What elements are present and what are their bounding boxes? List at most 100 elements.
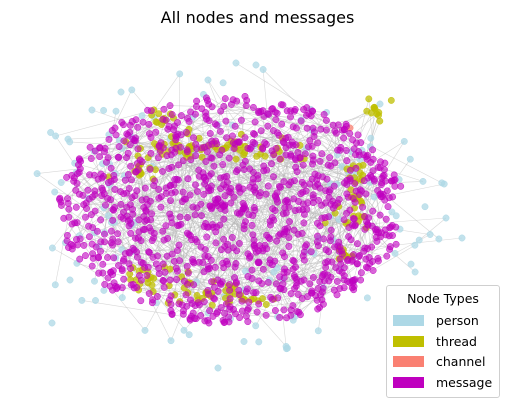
node-person xyxy=(104,212,112,220)
node-message xyxy=(57,201,65,209)
node-message xyxy=(63,237,71,245)
node-message xyxy=(93,227,101,235)
node-message xyxy=(167,197,174,205)
node-message xyxy=(132,116,140,124)
node-message xyxy=(297,117,305,125)
legend-swatch-message xyxy=(393,376,424,388)
node-message xyxy=(73,180,81,187)
legend-swatch-channel xyxy=(393,355,424,367)
node-message xyxy=(337,143,345,151)
node-message xyxy=(251,118,259,126)
node-message xyxy=(182,195,190,203)
node-message xyxy=(262,190,270,198)
graph-edge xyxy=(114,282,175,296)
node-message xyxy=(182,291,190,299)
node-message xyxy=(146,165,154,173)
node-message xyxy=(107,239,115,247)
node-message xyxy=(246,252,254,260)
node-message xyxy=(82,252,89,260)
node-message xyxy=(370,177,378,185)
node-message xyxy=(320,235,328,243)
node-person xyxy=(240,338,248,345)
node-message xyxy=(217,174,225,182)
node-person xyxy=(392,212,400,220)
node-message xyxy=(342,120,350,128)
node-message xyxy=(160,283,168,291)
node-message xyxy=(223,257,230,265)
node-message xyxy=(118,118,126,126)
node-message xyxy=(129,210,137,218)
node-message xyxy=(248,266,256,274)
node-message xyxy=(189,258,197,266)
node-message xyxy=(384,203,392,211)
node-message xyxy=(392,223,400,231)
node-thread xyxy=(198,153,206,161)
node-message xyxy=(279,101,287,109)
node-message xyxy=(287,311,295,319)
node-message xyxy=(129,135,137,143)
node-message xyxy=(178,301,186,309)
node-message xyxy=(326,154,334,162)
node-message xyxy=(230,193,238,201)
node-message xyxy=(124,131,132,139)
node-thread xyxy=(387,96,395,104)
node-message xyxy=(129,280,137,288)
node-message xyxy=(231,263,239,271)
node-message xyxy=(268,160,275,168)
node-thread xyxy=(253,152,261,160)
node-message xyxy=(267,293,275,301)
node-message xyxy=(365,254,373,261)
node-message xyxy=(369,267,377,274)
node-person xyxy=(91,277,98,285)
node-message xyxy=(228,234,236,241)
node-message xyxy=(352,151,359,159)
node-message xyxy=(314,139,322,147)
node-message xyxy=(191,211,199,219)
node-message xyxy=(162,116,170,124)
node-message xyxy=(217,304,225,312)
node-message xyxy=(357,276,365,284)
graph-edge xyxy=(247,148,345,220)
node-message xyxy=(101,280,109,288)
node-message xyxy=(346,130,354,137)
node-message xyxy=(380,166,388,174)
node-message xyxy=(68,171,76,179)
node-message xyxy=(235,239,243,247)
legend-label-person: person xyxy=(436,312,479,328)
node-message xyxy=(218,201,226,209)
node-message xyxy=(322,126,330,134)
node-message xyxy=(373,237,381,245)
node-message xyxy=(207,170,215,178)
node-message xyxy=(173,276,180,283)
node-person xyxy=(92,297,99,304)
node-message xyxy=(127,162,135,170)
node-message xyxy=(157,203,165,211)
node-person xyxy=(52,132,60,140)
node-message xyxy=(104,274,112,282)
node-message xyxy=(159,227,167,235)
node-message xyxy=(225,313,233,321)
node-message xyxy=(197,200,205,208)
node-person xyxy=(415,236,423,244)
node-message xyxy=(147,107,155,115)
node-message xyxy=(88,240,96,248)
legend-item-message: message xyxy=(393,374,493,390)
node-message xyxy=(341,179,348,187)
node-message xyxy=(102,201,109,209)
node-message xyxy=(184,280,191,288)
legend-title: Node Types xyxy=(407,291,479,306)
node-message xyxy=(211,263,219,271)
node-thread xyxy=(152,118,160,126)
node-message xyxy=(350,283,358,290)
node-message xyxy=(145,290,153,297)
node-message xyxy=(190,134,197,142)
node-message xyxy=(138,158,146,166)
node-message xyxy=(249,168,257,176)
legend-label-message: message xyxy=(436,374,493,390)
node-message xyxy=(354,131,362,139)
node-message xyxy=(108,227,115,235)
node-message xyxy=(325,193,333,201)
node-message xyxy=(101,230,108,238)
node-message xyxy=(137,297,145,305)
node-message xyxy=(195,301,203,309)
